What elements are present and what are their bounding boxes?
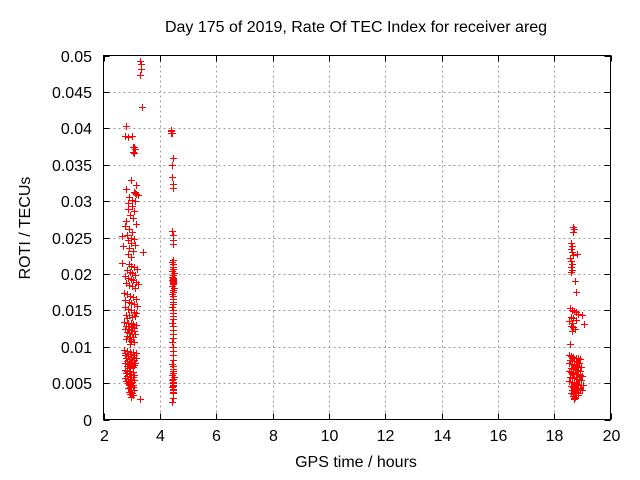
svg-text:10: 10 bbox=[321, 428, 339, 445]
svg-text:6: 6 bbox=[212, 428, 221, 445]
axis-ticks bbox=[103, 55, 612, 421]
svg-text:0.02: 0.02 bbox=[61, 267, 92, 284]
svg-text:0.045: 0.045 bbox=[52, 85, 92, 102]
grid-lines bbox=[103, 55, 611, 420]
tick-labels: 2 4 6 8 10 12 14 16 18 20 0 0.005 0.01 0.015 0.02 0.025… bbox=[52, 49, 621, 445]
svg-text:0.03: 0.03 bbox=[61, 194, 92, 211]
svg-text:12: 12 bbox=[377, 428, 395, 445]
svg-text:8: 8 bbox=[269, 428, 278, 445]
svg-text:14: 14 bbox=[434, 428, 452, 445]
svg-text:0.05: 0.05 bbox=[61, 49, 92, 66]
svg-text:18: 18 bbox=[546, 428, 564, 445]
svg-text:0.005: 0.005 bbox=[52, 376, 92, 393]
svg-text:4: 4 bbox=[156, 428, 165, 445]
svg-text:0.015: 0.015 bbox=[52, 303, 92, 320]
svg-text:0.04: 0.04 bbox=[61, 121, 92, 138]
plot-border bbox=[103, 55, 611, 420]
svg-text:20: 20 bbox=[603, 428, 621, 445]
chart-title: Day 175 of 2019, Rate Of TEC Index for r… bbox=[165, 19, 547, 36]
svg-text:0: 0 bbox=[83, 413, 92, 430]
y-axis-title: ROTI / TECUs bbox=[17, 177, 34, 280]
svg-text:2: 2 bbox=[100, 428, 109, 445]
x-axis-title: GPS time / hours bbox=[295, 454, 417, 471]
svg-text:0.01: 0.01 bbox=[61, 340, 92, 357]
svg-text:16: 16 bbox=[490, 428, 508, 445]
svg-text:0.035: 0.035 bbox=[52, 158, 92, 175]
data-points bbox=[119, 58, 588, 406]
svg-text:0.025: 0.025 bbox=[52, 231, 92, 248]
